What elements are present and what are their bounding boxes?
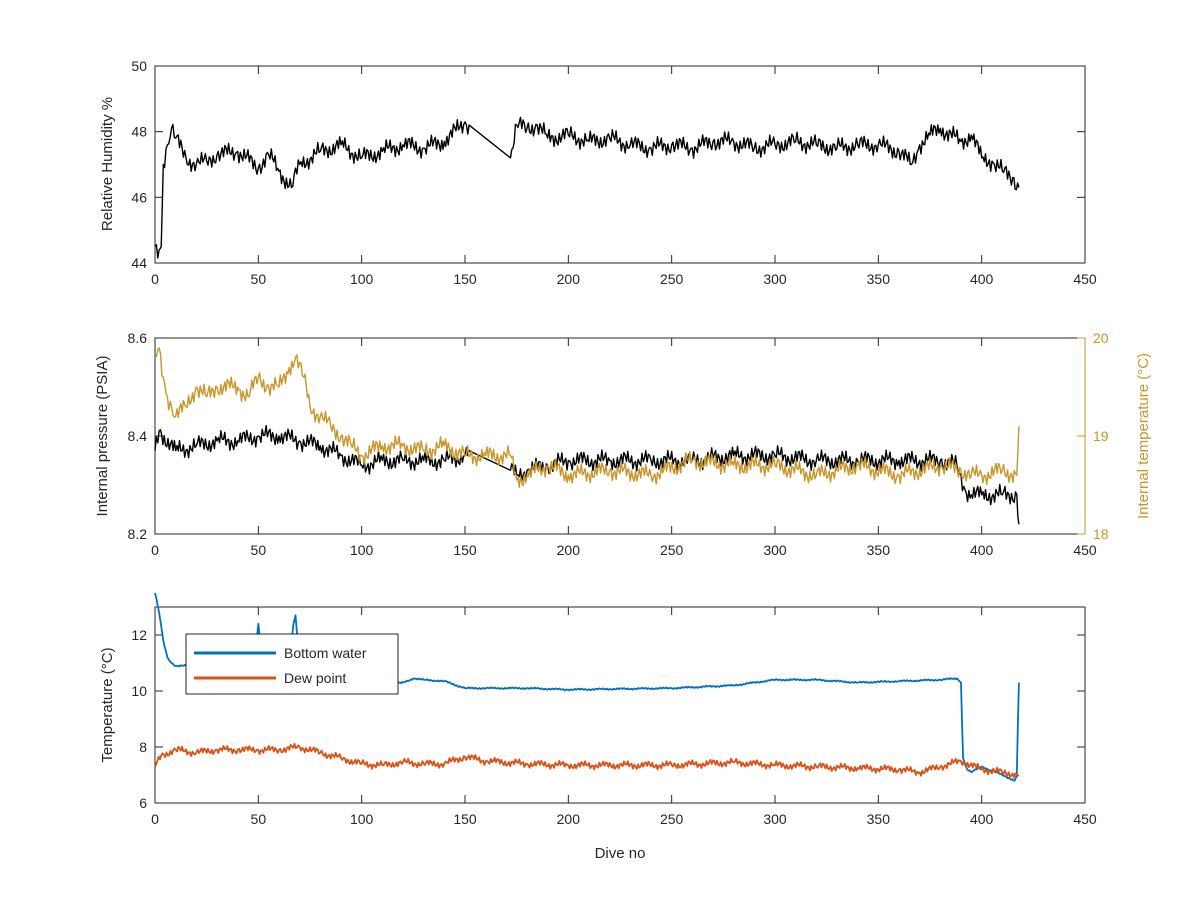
x-tick-label: 450: [1073, 811, 1097, 827]
tick-layer: 0 50 100 150 200 250 300 350 400 450 8.2 8.4 8.6 18 19…: [128, 330, 1109, 558]
x-tick-label: 150: [453, 271, 477, 287]
x-tick-label: 0: [151, 542, 159, 558]
x-tick-label: 350: [867, 271, 891, 287]
x-tick-label: 100: [350, 542, 374, 558]
x-tick-label: 50: [251, 542, 267, 558]
axes-frame: [154, 606, 1086, 804]
series-line-panel1-series0: [154, 424, 1020, 525]
series-line-dew-point: [154, 742, 1020, 779]
legend: Bottom water Dew point: [185, 633, 399, 695]
x-tick-label: 250: [660, 271, 684, 287]
y-tick-label: 6: [139, 795, 147, 811]
x-tick-label: 100: [350, 811, 374, 827]
legend-box: [185, 633, 399, 695]
y-tick-label: 8.6: [128, 330, 148, 346]
tick-layer: 0 50 100 150 200 250 300 350 400 450 6 8 10 12: [131, 607, 1097, 827]
x-tick-label: 250: [660, 542, 684, 558]
y-axis-label: Temperature (°C): [99, 647, 116, 762]
legend-label-bottom-water: Bottom water: [284, 645, 367, 661]
y-tick-label: 50: [131, 58, 147, 74]
x-tick-label: 400: [970, 542, 994, 558]
y-tick-label: 44: [131, 255, 147, 271]
x-tick-label: 0: [151, 271, 159, 287]
x-tick-label: 400: [970, 811, 994, 827]
tick-layer: 0 50 100 150 200 250 300 350 400 450 44 46 48 50: [131, 58, 1096, 287]
x-tick-label: 450: [1073, 271, 1097, 287]
x-tick-label: 0: [151, 811, 159, 827]
series-layer: [154, 347, 1020, 525]
y-tick-label: 10: [131, 683, 147, 699]
panel-relative-humidity: 0 50 100 150 200 250 300 350 400 450 44 46 48 50 Rela…: [99, 58, 1097, 287]
x-tick-label: 200: [557, 271, 581, 287]
y-tick-label: 12: [131, 627, 147, 643]
panel-internal-pressure-temperature: 0 50 100 150 200 250 300 350 400 450 8.2 8.4 8.6 18 19…: [94, 330, 1152, 558]
y-tick-label: 46: [131, 189, 147, 205]
series-line-panel0-series0: [154, 116, 1020, 259]
legend-label-dew-point: Dew point: [284, 670, 346, 686]
x-tick-label: 150: [453, 542, 477, 558]
y-right-tick-label: 18: [1093, 526, 1109, 542]
y-tick-label: 8.4: [128, 428, 148, 444]
x-tick-label: 50: [251, 271, 267, 287]
x-tick-label: 300: [763, 271, 787, 287]
x-tick-label: 350: [867, 811, 891, 827]
series-line-panel1-series1: [154, 347, 1020, 488]
y-axis-label-right: Internal temperature (°C): [1135, 353, 1152, 519]
y-axis-label: Relative Humidity %: [99, 97, 116, 231]
x-tick-label: 200: [557, 542, 581, 558]
x-axis-label: Dive no: [595, 845, 646, 862]
x-tick-label: 450: [1073, 542, 1097, 558]
y-right-tick-label: 19: [1093, 428, 1109, 444]
x-tick-label: 350: [867, 542, 891, 558]
x-tick-label: 150: [453, 811, 477, 827]
y-tick-label: 8: [139, 739, 147, 755]
x-tick-label: 250: [660, 811, 684, 827]
y-right-tick-label: 20: [1093, 330, 1109, 346]
series-layer: [154, 116, 1020, 259]
y-tick-label: 8.2: [128, 526, 148, 542]
x-tick-label: 100: [350, 271, 374, 287]
y-axis-label-left: Internal pressure (PSIA): [94, 356, 111, 517]
x-tick-label: 400: [970, 271, 994, 287]
x-tick-label: 200: [557, 811, 581, 827]
panel-temperature: 0 50 100 150 200 250 300 350 400 450 6 8 10 12 Temper…: [99, 592, 1097, 862]
axes-frame: [154, 65, 1086, 264]
x-tick-label: 300: [763, 542, 787, 558]
x-tick-label: 300: [763, 811, 787, 827]
y-tick-label: 48: [131, 124, 147, 140]
axes-frame: [154, 337, 1086, 535]
x-tick-label: 50: [251, 811, 267, 827]
